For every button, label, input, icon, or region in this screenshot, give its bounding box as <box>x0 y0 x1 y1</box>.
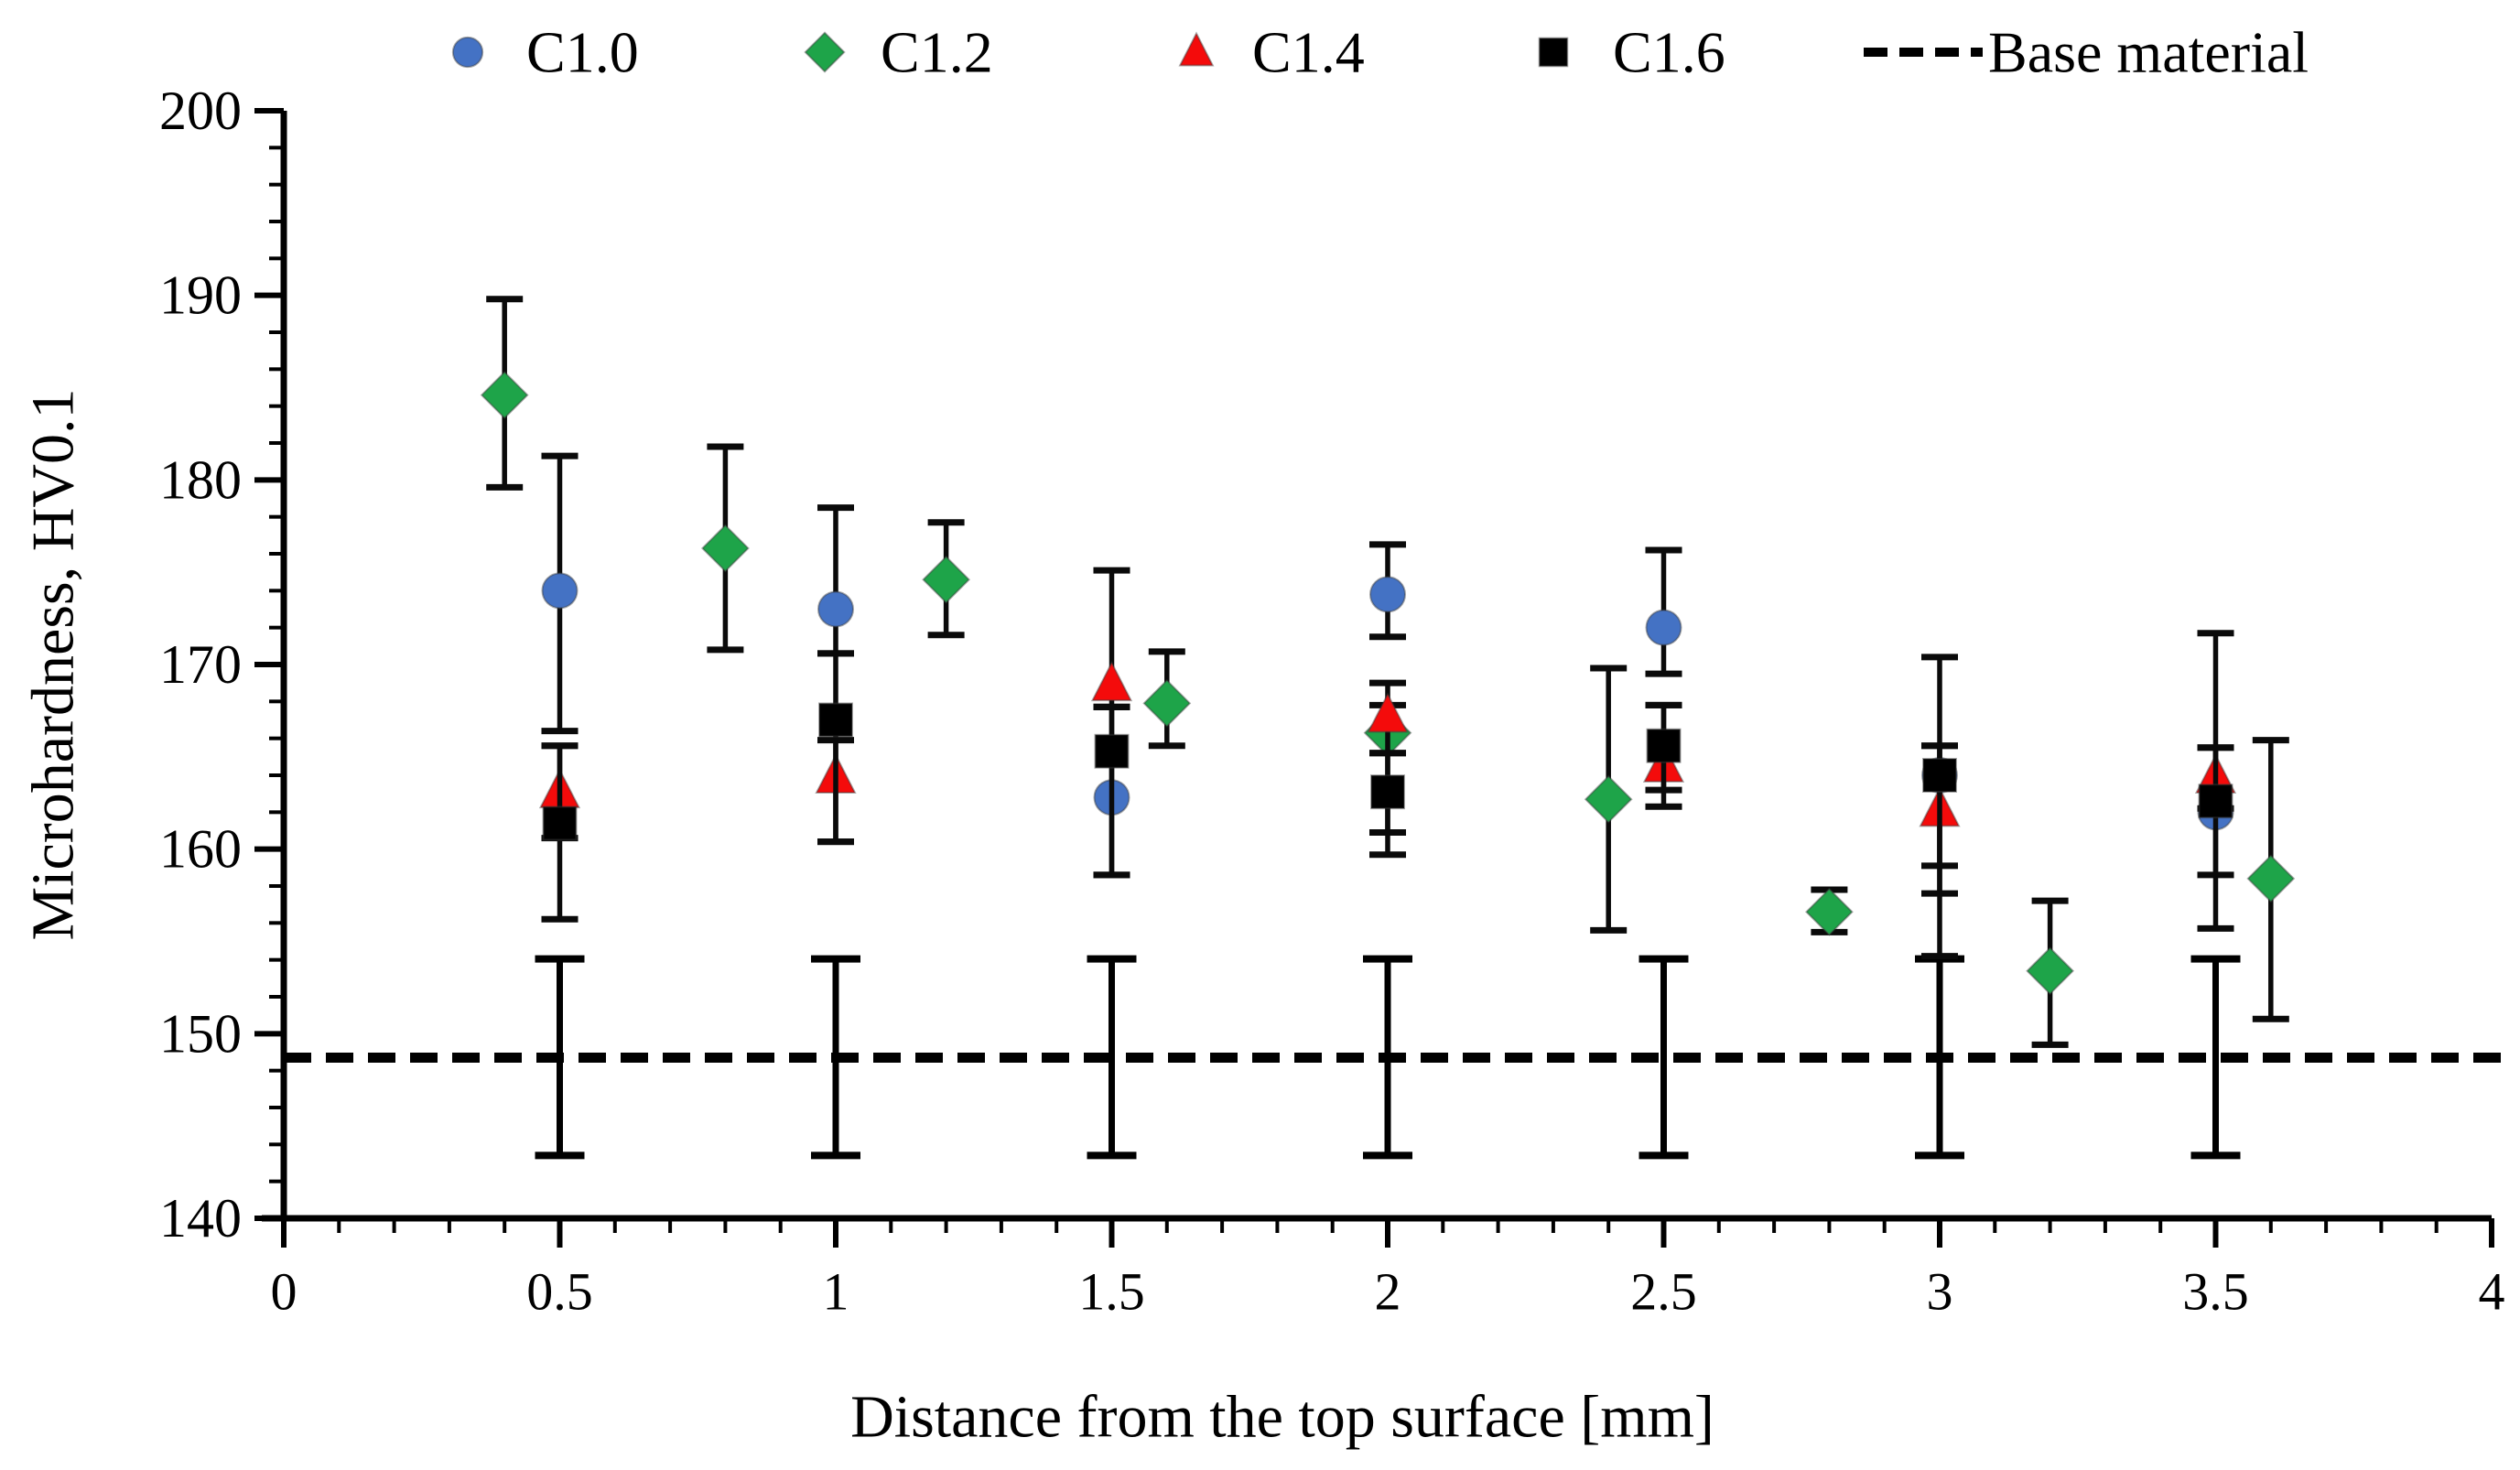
data-point-marker <box>1142 678 1192 728</box>
legend-label: Base material <box>1988 20 2309 85</box>
legend-item-base-material: Base material <box>1864 20 2309 85</box>
base-material-error-bar <box>1363 955 1412 1160</box>
legend: C1.0 C1.2 C1.4 C1.6 Base material <box>451 20 2309 85</box>
data-point-marker <box>1367 692 1409 733</box>
data-point-marker <box>817 590 854 628</box>
data-point <box>817 650 854 846</box>
series-c1.6 <box>541 650 2234 960</box>
legend-item-c1.2: C1.2 <box>804 20 993 85</box>
data-point <box>1804 886 1854 936</box>
y-tick-label: 150 <box>159 1003 242 1064</box>
data-point <box>817 504 854 657</box>
y-tick-label: 200 <box>159 81 242 141</box>
data-point-marker <box>1922 758 1957 793</box>
base-material-error-bar <box>811 955 860 1160</box>
data-point-marker <box>480 371 529 419</box>
data-point-marker <box>2246 854 2296 903</box>
series-c1.2 <box>480 296 2296 1048</box>
legend-label: C1.4 <box>1252 20 1365 85</box>
y-tick-label: 180 <box>159 449 242 510</box>
x-tick-label: 0.5 <box>526 1262 593 1322</box>
base-material-error-bar <box>535 955 585 1160</box>
data-point-marker <box>818 702 853 738</box>
legend-item-c1.0: C1.0 <box>451 20 639 85</box>
data-point <box>1584 665 1633 934</box>
data-point <box>1645 546 1682 677</box>
data-point-marker <box>1646 728 1682 763</box>
base-material-error-bar <box>1915 955 1964 1160</box>
data-point <box>1090 567 1133 710</box>
data-point-marker <box>1178 31 1215 67</box>
legend-item-c1.4: C1.4 <box>1178 20 1365 85</box>
legend-label: C1.0 <box>526 20 639 85</box>
legend-label: C1.6 <box>1613 20 1725 85</box>
data-point <box>1645 701 1682 794</box>
data-point <box>541 452 579 735</box>
data-point-marker <box>700 524 750 573</box>
data-point <box>1142 648 1192 750</box>
base-material-line-group <box>284 955 2508 1160</box>
data-point-marker <box>922 555 971 604</box>
x-tick-label: 1 <box>823 1262 849 1322</box>
data-point <box>1093 703 1130 879</box>
data-point-marker <box>1370 774 1405 810</box>
legend-item-c1.6: C1.6 <box>1538 20 1725 85</box>
data-point-marker <box>1645 609 1682 646</box>
y-tick-label: 140 <box>159 1188 242 1248</box>
x-tick-label: 1.5 <box>1078 1262 1145 1322</box>
data-point <box>1921 742 1958 960</box>
data-point-marker <box>1538 37 1569 68</box>
data-point-marker <box>542 805 578 841</box>
x-tick-label: 2.5 <box>1630 1262 1697 1322</box>
data-point <box>1369 750 1406 859</box>
base-material-error-bar <box>1639 955 1689 1160</box>
y-tick-label: 190 <box>159 265 242 326</box>
data-point-marker <box>804 31 846 73</box>
data-point-marker <box>1584 774 1633 824</box>
data-point <box>1369 541 1406 641</box>
x-tick-label: 4 <box>2479 1262 2505 1322</box>
data-point-marker <box>541 572 579 610</box>
data-point <box>480 296 529 491</box>
data-point <box>2026 897 2075 1048</box>
data-point-marker <box>1090 660 1133 702</box>
x-tick-label: 0 <box>271 1262 297 1322</box>
x-axis: 0 0.5 1 1.5 2 2.5 3 3.5 4 <box>262 1215 2505 1322</box>
data-point-marker <box>2198 784 2233 819</box>
data-point-marker <box>1804 887 1854 936</box>
data-point-marker <box>451 36 484 69</box>
legend-label: C1.2 <box>881 20 993 85</box>
data-point <box>541 742 579 923</box>
y-axis: 140 150 160 170 180 190 200 <box>159 81 287 1248</box>
data-point <box>700 443 750 654</box>
data-point-marker <box>1094 733 1130 769</box>
data-point <box>2197 744 2234 932</box>
x-tick-label: 3 <box>1927 1262 1953 1322</box>
y-axis-title: Microhardness, HV0.1 <box>20 388 87 940</box>
data-point-marker <box>2026 946 2075 996</box>
y-tick-label: 160 <box>159 819 242 880</box>
data-point <box>2246 737 2296 1022</box>
base-material-error-bar <box>2190 955 2241 1160</box>
x-axis-title: Distance from the top surface [mm] <box>850 1384 1714 1451</box>
x-tick-label: 2 <box>1375 1262 1401 1322</box>
x-tick-label: 3.5 <box>2182 1262 2249 1322</box>
base-material-error-bar <box>1087 955 1137 1160</box>
data-point <box>922 519 971 639</box>
y-tick-label: 170 <box>159 634 242 695</box>
data-point-marker <box>1369 576 1406 613</box>
